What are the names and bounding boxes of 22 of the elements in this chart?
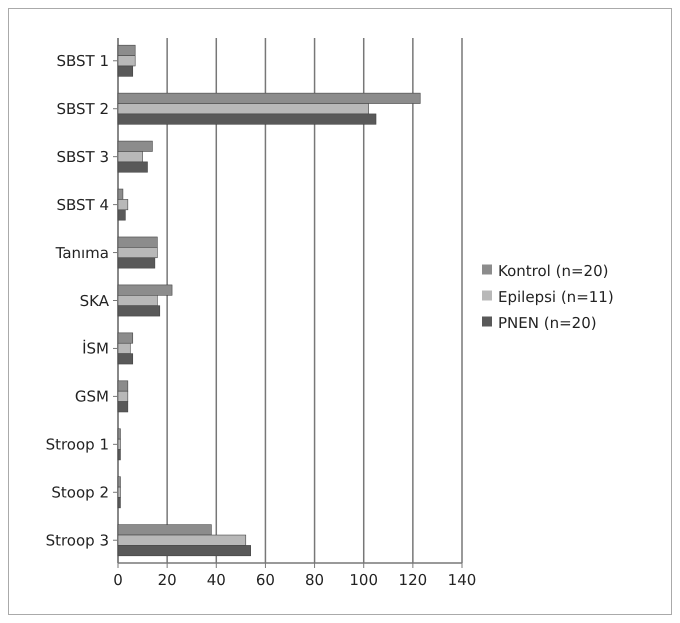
x-tick-label: 20 [158,571,177,589]
legend-label: Kontrol (n=20) [498,262,608,280]
x-tick-label: 100 [349,571,378,589]
x-tick-label: 80 [305,571,324,589]
x-tick-label: 0 [113,571,123,589]
y-tick-label: Tanıma [54,244,109,262]
legend-label: Epilepsi (n=11) [498,288,614,306]
y-tick-label: İSM [82,340,109,358]
y-tick-label: SKA [80,292,110,310]
x-tick-label: 40 [206,571,226,589]
y-tick-label: SBST 2 [56,100,109,118]
x-tick-label: 140 [448,571,476,589]
y-tick-label: Stoop 2 [51,484,109,502]
y-tick-label: Stroop 1 [46,436,109,454]
y-tick-label: GSM [74,388,109,406]
x-tick-label: 120 [398,571,428,589]
y-tick-label: SBST 1 [56,52,109,70]
y-tick-label: SBST 4 [56,196,109,214]
legend-label: PNEN (n=20) [498,314,597,332]
x-tick-label: 60 [256,571,275,589]
y-tick-label: SBST 3 [56,148,109,166]
y-tick-label: Stroop 3 [46,531,109,550]
